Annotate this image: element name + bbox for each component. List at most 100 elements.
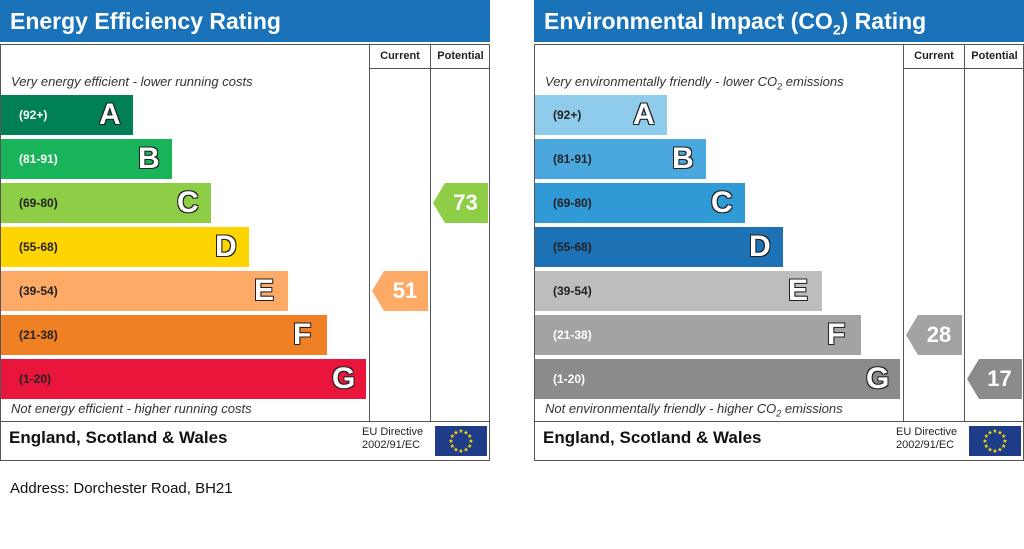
eu-star-icon: ★ [463, 447, 468, 454]
eu-star-icon: ★ [450, 433, 455, 440]
eu-directive-label: EU Directive 2002/91/EC [896, 426, 958, 451]
top-note: Very energy efficient - lower running co… [11, 74, 253, 89]
energy-efficiency-panel: Energy Efficiency Rating Current Potenti… [0, 0, 490, 461]
rating-band-a: (92+) A [535, 95, 667, 135]
rating-band-e: (39-54) E [1, 271, 288, 311]
column-divider [430, 45, 431, 421]
eu-star-icon: ★ [468, 438, 473, 445]
eu-star-icon: ★ [1002, 438, 1007, 445]
column-divider [964, 45, 965, 421]
eu-star-icon: ★ [453, 429, 458, 436]
current-rating-arrow: 28 [906, 315, 962, 355]
chart-frame: Current Potential Very energy efficient … [0, 44, 490, 461]
rating-band-g: (1-20) G [1, 359, 366, 399]
eu-flag-icon: ★★★★★★★★★ ★ ★★ [969, 426, 1021, 456]
current-rating-value: 28 [926, 322, 952, 347]
rating-band-c: (69-80) C [535, 183, 745, 223]
band-range-label: (1-20) [553, 372, 586, 386]
footer-divider [1, 421, 489, 422]
eu-star-icon: ★ [984, 443, 989, 450]
header-divider [903, 68, 1024, 69]
eu-star-icon: ★ [1001, 433, 1006, 440]
band-letter-label: B [672, 142, 694, 175]
band-range-label: (1-20) [19, 372, 52, 386]
band-letter-label: F [827, 318, 846, 351]
eu-flag-icon: ★★★★★★★★★ ★ ★★ [435, 426, 487, 456]
potential-rating-arrow: 73 [433, 183, 488, 223]
band-range-label: (69-80) [553, 196, 592, 210]
eu-star-icon: ★ [450, 443, 455, 450]
rating-band-d: (55-68) D [535, 227, 783, 267]
bottom-note: Not energy efficient - higher running co… [11, 401, 252, 416]
column-header-potential: Potential [971, 50, 1018, 62]
band-range-label: (92+) [19, 108, 48, 122]
column-header-current: Current [914, 50, 954, 62]
band-letter-label: F [293, 318, 312, 351]
eu-star-icon: ★ [1001, 443, 1006, 450]
column-divider [369, 45, 370, 421]
potential-rating-value: 17 [987, 366, 1012, 391]
rating-band-b: (81-91) B [1, 139, 172, 179]
band-letter-label: A [633, 98, 655, 131]
footer-divider [535, 421, 1023, 422]
eu-star-icon: ★ [997, 429, 1002, 436]
band-range-label: (69-80) [19, 196, 58, 210]
band-range-label: (55-68) [553, 240, 592, 254]
current-rating-value: 51 [392, 278, 418, 303]
potential-rating-arrow: 17 [967, 359, 1022, 399]
eu-star-icon: ★ [992, 428, 997, 435]
band-letter-label: D [215, 230, 237, 263]
band-letter-label: G [866, 362, 890, 395]
eu-star-icon: ★ [458, 428, 463, 435]
column-header-current: Current [380, 50, 420, 62]
band-letter-label: E [788, 274, 809, 307]
column-header-potential: Potential [437, 50, 484, 62]
eu-star-icon: ★ [467, 433, 472, 440]
band-letter-label: C [177, 186, 199, 219]
rating-band-f: (21-38) F [1, 315, 327, 355]
bottom-note: Not environmentally friendly - higher CO… [545, 401, 843, 419]
band-range-label: (21-38) [19, 328, 58, 342]
header-divider [369, 68, 490, 69]
eu-star-icon: ★ [467, 443, 472, 450]
eu-star-icon: ★ [463, 429, 468, 436]
chart-frame: Current Potential Very environmentally f… [534, 44, 1024, 461]
panel-title: Environmental Impact (CO2) Rating [534, 0, 1024, 42]
environmental-impact-panel: Environmental Impact (CO2) Rating Curren… [534, 0, 1024, 461]
band-letter-label: G [332, 362, 356, 395]
eu-star-icon: ★ [984, 433, 989, 440]
band-letter-label: B [138, 142, 160, 175]
band-letter-label: A [99, 98, 121, 131]
region-label: England, Scotland & Wales [543, 428, 762, 447]
top-note: Very environmentally friendly - lower CO… [545, 74, 844, 92]
property-address: Address: Dorchester Road, BH21 [10, 480, 233, 497]
band-range-label: (39-54) [19, 284, 58, 298]
band-range-label: (81-91) [19, 152, 58, 166]
eu-star-icon: ★ [448, 438, 453, 445]
rating-band-c: (69-80) C [1, 183, 211, 223]
eu-star-icon: ★ [982, 438, 987, 445]
eu-star-icon: ★ [458, 448, 463, 455]
region-label: England, Scotland & Wales [9, 428, 228, 447]
band-letter-label: E [254, 274, 275, 307]
current-rating-arrow: 51 [372, 271, 428, 311]
eu-star-icon: ★ [453, 447, 458, 454]
column-divider [903, 45, 904, 421]
rating-band-a: (92+) A [1, 95, 133, 135]
potential-rating-value: 73 [453, 190, 478, 215]
band-letter-label: C [711, 186, 733, 219]
band-range-label: (39-54) [553, 284, 592, 298]
band-range-label: (55-68) [19, 240, 58, 254]
rating-band-d: (55-68) D [1, 227, 249, 267]
eu-star-icon: ★ [992, 448, 997, 455]
eu-star-icon: ★ [997, 447, 1002, 454]
rating-band-e: (39-54) E [535, 271, 822, 311]
band-range-label: (81-91) [553, 152, 592, 166]
band-range-label: (92+) [553, 108, 582, 122]
band-letter-label: D [749, 230, 771, 263]
rating-band-f: (21-38) F [535, 315, 861, 355]
eu-star-icon: ★ [987, 447, 992, 454]
rating-band-g: (1-20) G [535, 359, 900, 399]
rating-band-b: (81-91) B [535, 139, 706, 179]
eu-star-icon: ★ [987, 429, 992, 436]
